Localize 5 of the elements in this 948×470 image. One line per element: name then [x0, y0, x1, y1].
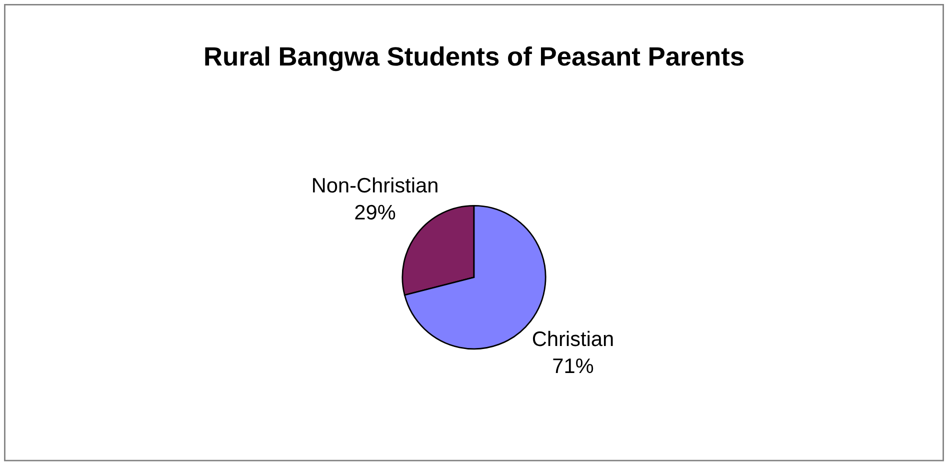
slice-label: Christian	[532, 330, 613, 346]
data-label: 71%	[553, 358, 594, 374]
slice-label: Non-Christian	[313, 177, 438, 193]
data-label: 29%	[355, 204, 396, 220]
chart-title: Rural Bangwa Students of Peasant Parents	[205, 46, 744, 72]
